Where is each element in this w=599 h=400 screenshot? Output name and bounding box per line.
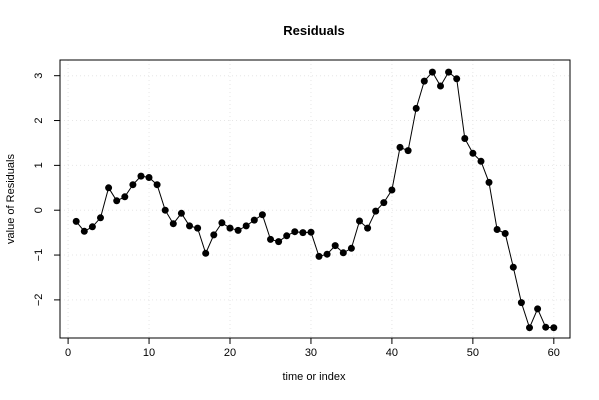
data-point — [194, 224, 202, 232]
data-point — [542, 323, 550, 331]
y-tick-label: 2 — [33, 117, 45, 123]
data-point — [437, 82, 444, 90]
y-axis-label: value of Residuals — [5, 154, 17, 244]
data-point — [161, 206, 169, 214]
data-point — [477, 157, 485, 165]
x-tick-label: 20 — [224, 347, 236, 359]
data-point — [315, 252, 323, 260]
x-axis-label: time or index — [283, 371, 346, 383]
data-point — [356, 217, 363, 225]
data-point — [291, 228, 299, 236]
data-point — [80, 227, 88, 235]
y-axis: −2 −1 0 1 2 3 — [33, 73, 61, 307]
data-point — [137, 172, 145, 180]
data-point — [461, 135, 469, 142]
data-points — [72, 68, 558, 332]
data-point — [242, 222, 250, 230]
data-point — [323, 250, 331, 258]
data-point — [186, 222, 193, 230]
data-point — [388, 186, 396, 194]
y-tick-label: −2 — [33, 294, 45, 307]
data-point — [331, 242, 339, 250]
data-point — [550, 324, 558, 332]
data-point — [445, 68, 453, 76]
data-point — [250, 216, 258, 224]
x-tick-label: 60 — [548, 347, 560, 359]
data-point — [347, 244, 355, 252]
data-point — [372, 207, 380, 215]
data-point — [177, 209, 185, 217]
x-tick-label: 30 — [305, 347, 317, 359]
x-tick-label: 50 — [467, 347, 479, 359]
plot-frame — [59, 59, 571, 339]
data-point — [210, 231, 218, 239]
data-point — [105, 184, 113, 192]
data-point — [275, 238, 283, 246]
data-point — [88, 223, 96, 231]
data-point — [526, 324, 533, 332]
y-tick-label: −1 — [33, 249, 45, 262]
x-axis: 0 10 20 30 40 50 60 — [65, 337, 560, 359]
x-tick-label: 10 — [143, 347, 155, 359]
data-point — [380, 199, 388, 207]
data-point — [485, 178, 493, 186]
data-point — [469, 149, 477, 157]
data-point — [113, 197, 121, 205]
data-point — [153, 181, 161, 189]
y-tick-label: 0 — [33, 207, 45, 213]
x-tick-label: 40 — [386, 347, 398, 359]
data-point — [404, 147, 412, 155]
series-line — [75, 71, 554, 330]
data-point — [218, 219, 226, 227]
data-point — [396, 143, 404, 151]
data-point — [226, 224, 234, 232]
data-point — [258, 211, 266, 219]
y-tick-label: 1 — [33, 162, 45, 168]
data-point — [145, 174, 153, 181]
data-point — [202, 249, 210, 257]
data-point — [509, 263, 517, 271]
x-tick-label: 0 — [65, 347, 71, 359]
data-point — [501, 230, 509, 237]
data-point — [267, 235, 274, 243]
data-point — [72, 217, 80, 225]
data-point — [493, 226, 501, 233]
data-point — [283, 232, 291, 240]
data-point — [307, 228, 315, 236]
data-point — [428, 68, 436, 76]
data-point — [517, 299, 525, 307]
data-point — [412, 104, 420, 112]
data-point — [364, 224, 372, 232]
y-tick-label: 3 — [33, 73, 45, 79]
data-point — [453, 75, 461, 83]
data-point — [121, 193, 129, 201]
data-point — [129, 181, 137, 189]
data-point — [339, 249, 347, 257]
data-point — [299, 229, 307, 237]
data-point — [97, 214, 104, 222]
chart-title: Residuals — [283, 23, 344, 38]
data-point — [234, 226, 242, 234]
data-point — [169, 220, 177, 228]
data-point — [420, 77, 428, 85]
data-point — [534, 305, 542, 313]
grid-lines — [60, 60, 570, 338]
